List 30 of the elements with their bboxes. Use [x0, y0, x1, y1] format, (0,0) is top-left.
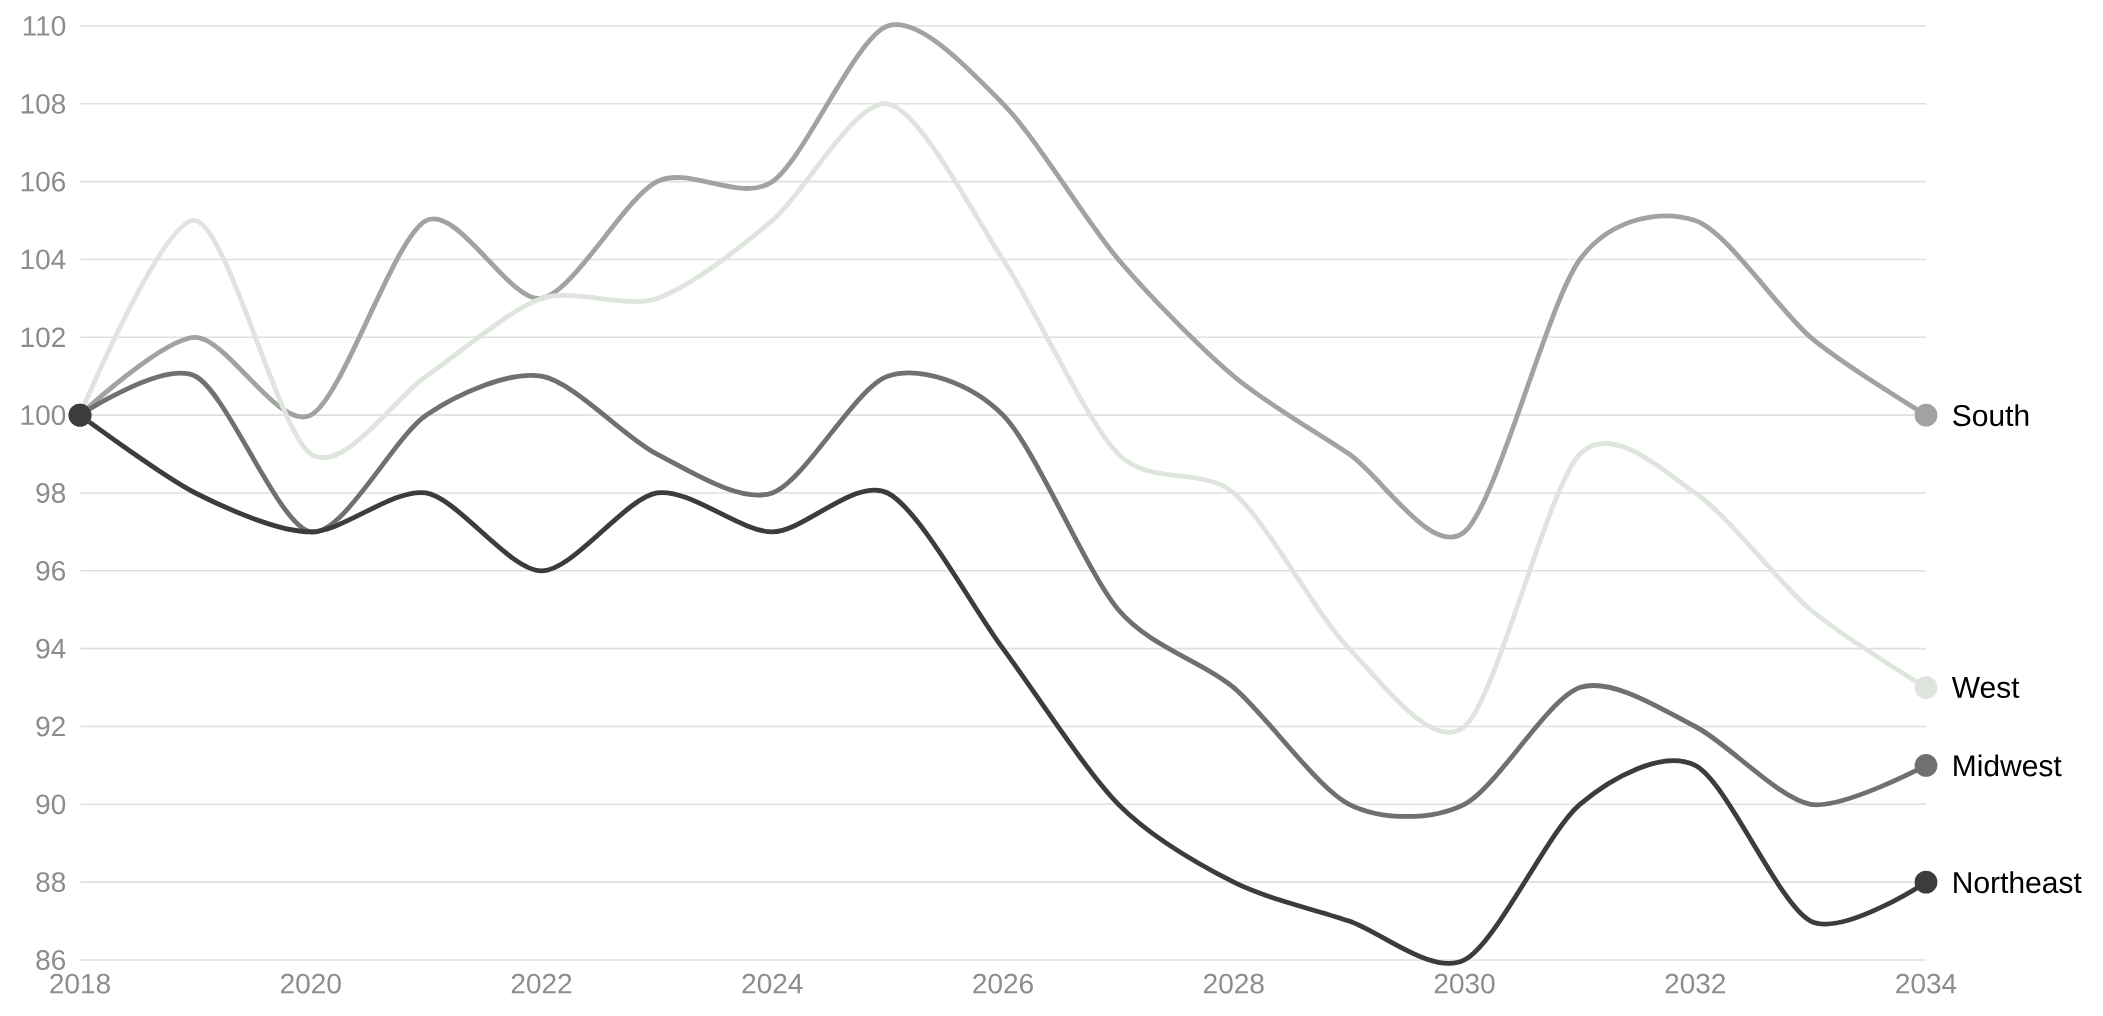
x-tick-label: 2020 [281, 973, 341, 994]
y-tick-label: 110 [23, 16, 66, 36]
y-tick-label: 92 [36, 716, 65, 737]
y-tick-label: 104 [21, 249, 66, 270]
x-tick-label: 2028 [1204, 973, 1264, 994]
x-tick-label: 2034 [1896, 973, 1957, 994]
series-label: Midwest [1954, 754, 2062, 777]
y-tick-label: 86 [36, 950, 66, 970]
y-tick-label: 100 [21, 405, 66, 426]
x-tick-label: 2026 [973, 973, 1033, 994]
x-tick-label: 2022 [511, 973, 572, 994]
y-tick-label: 94 [36, 638, 66, 659]
y-tick-label: 90 [36, 794, 66, 815]
series-label: West [1951, 677, 2020, 699]
y-tick-label: 102 [21, 327, 65, 348]
y-tick-label: 106 [21, 171, 66, 192]
point [1914, 870, 1938, 894]
point [1914, 754, 1938, 777]
y-tick-label: 108 [21, 93, 66, 114]
series-label: Northeast [1954, 871, 2082, 894]
series-label: South [1953, 404, 2029, 427]
x-tick-label: 2032 [1665, 973, 1725, 994]
y-tick-label: 98 [36, 483, 66, 503]
x-tick-label: 2024 [742, 973, 803, 994]
y-tick-label: 96 [36, 560, 66, 581]
x-tick-label: 2030 [1434, 973, 1495, 994]
y-tick-label: 88 [36, 872, 66, 893]
point [1914, 403, 1938, 427]
x-tick-label: 2018 [50, 973, 110, 994]
point [1914, 676, 1938, 699]
